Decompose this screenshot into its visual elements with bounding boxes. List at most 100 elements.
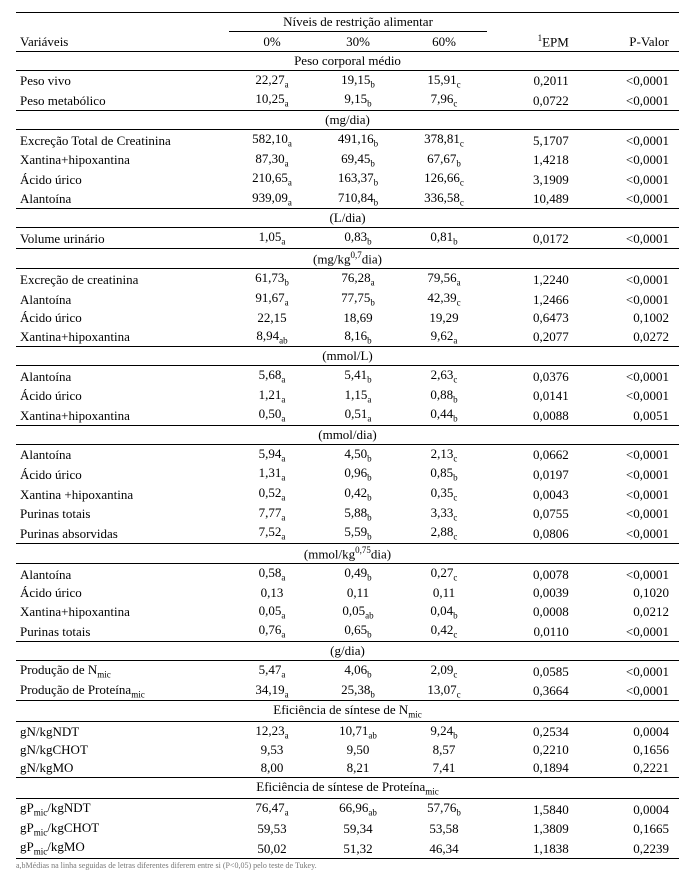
cell: 69,45b: [315, 150, 401, 170]
cell: 1,5840: [487, 798, 587, 818]
cell: 0,0662: [487, 444, 587, 464]
cell: 2,88c: [401, 523, 487, 543]
cell: 1,2466: [487, 289, 587, 309]
cell: 0,0039: [487, 584, 587, 602]
cell: Xantina+hipoxantina: [16, 150, 229, 170]
cell: 126,66c: [401, 169, 487, 189]
cell: 8,21: [315, 759, 401, 778]
cell: 0,76a: [229, 621, 315, 641]
cell: 0,44b: [401, 405, 487, 425]
cell: 1,1838: [487, 838, 587, 858]
cell: 0,2077: [487, 327, 587, 347]
cell: 0,2221: [587, 759, 679, 778]
cell: 0,05ab: [315, 602, 401, 622]
cell: 0,65b: [315, 621, 401, 641]
table-row: Purinas totais0,76a0,65b0,42c0,0110<0,00…: [16, 621, 679, 641]
cell: <0,0001: [587, 228, 679, 249]
cell: <0,0001: [587, 523, 679, 543]
cell: Ácido úrico: [16, 309, 229, 327]
cell: <0,0001: [587, 484, 679, 504]
cell: <0,0001: [587, 150, 679, 170]
cell: Ácido úrico: [16, 464, 229, 484]
cell: 4,06b: [315, 660, 401, 680]
section-header: Peso corporal médio: [16, 51, 679, 70]
cell: Alantoína: [16, 189, 229, 209]
cell: 51,32: [315, 838, 401, 858]
cell: 1,3809: [487, 819, 587, 839]
col-epm: 1EPM: [487, 32, 587, 52]
header-row-2: Variáveis 0% 30% 60% 1EPM P-Valor: [16, 32, 679, 52]
cell: 0,0212: [587, 602, 679, 622]
table-row: Alantoína91,67a77,75b42,39c1,2466<0,0001: [16, 289, 679, 309]
table-row: Xantina+hipoxantina0,50a0,51a0,44b0,0088…: [16, 405, 679, 425]
cell: 0,81b: [401, 228, 487, 249]
cell: 10,489: [487, 189, 587, 209]
table-row: Ácido úrico22,1518,6919,290,64730,1002: [16, 309, 679, 327]
cell: Purinas absorvidas: [16, 523, 229, 543]
table-row: Ácido úrico1,31a0,96b0,85b0,0197<0,0001: [16, 464, 679, 484]
table-row: Alantoína5,68a5,41b2,63c0,0376<0,0001: [16, 366, 679, 386]
cell: 0,0585: [487, 660, 587, 680]
cell: 0,2534: [487, 721, 587, 741]
header-row-1: Níveis de restrição alimentar: [16, 13, 679, 32]
cell: Produção de Proteínamic: [16, 681, 229, 701]
cell: <0,0001: [587, 70, 679, 90]
cell: 0,0141: [487, 386, 587, 406]
cell: 0,1020: [587, 584, 679, 602]
cell: 0,1894: [487, 759, 587, 778]
table-row: gN/kgMO8,008,217,410,18940,2221: [16, 759, 679, 778]
table-row: Alantoína939,09a710,84b336,58c10,489<0,0…: [16, 189, 679, 209]
cell: Peso vivo: [16, 70, 229, 90]
cell: 210,65a: [229, 169, 315, 189]
cell: gPmic/kgCHOT: [16, 819, 229, 839]
cell: Peso metabólico: [16, 90, 229, 110]
table-row: Excreção Total de Creatinina582,10a491,1…: [16, 130, 679, 150]
cell: 0,0004: [587, 721, 679, 741]
cell: 66,96ab: [315, 798, 401, 818]
cell: 3,33c: [401, 504, 487, 524]
cell: <0,0001: [587, 464, 679, 484]
cell: 0,50a: [229, 405, 315, 425]
section-header: (mmol/dia): [16, 425, 679, 444]
cell: 0,51a: [315, 405, 401, 425]
cell: 87,30a: [229, 150, 315, 170]
table-row: gN/kgNDT12,23a10,71ab9,24b0,25340,0004: [16, 721, 679, 741]
cell: 67,67b: [401, 150, 487, 170]
cell: 0,52a: [229, 484, 315, 504]
cell: <0,0001: [587, 189, 679, 209]
cell: 0,0722: [487, 90, 587, 110]
data-table: Níveis de restrição alimentar Variáveis …: [16, 12, 679, 859]
cell: 0,35c: [401, 484, 487, 504]
cell: <0,0001: [587, 366, 679, 386]
cell: Xantina +hipoxantina: [16, 484, 229, 504]
cell: 2,09c: [401, 660, 487, 680]
cell: Xantina+hipoxantina: [16, 327, 229, 347]
section-header: (L/dia): [16, 209, 679, 228]
col-variaveis: Variáveis: [16, 32, 229, 52]
cell: 0,05a: [229, 602, 315, 622]
table-row: Purinas totais7,77a5,88b3,33c0,0755<0,00…: [16, 504, 679, 524]
cell: 2,63c: [401, 366, 487, 386]
cell: 0,1656: [587, 741, 679, 759]
cell: 76,28a: [315, 269, 401, 289]
cell: 8,94ab: [229, 327, 315, 347]
cell: 8,57: [401, 741, 487, 759]
cell: 53,58: [401, 819, 487, 839]
cell: 0,0272: [587, 327, 679, 347]
cell: Xantina+hipoxantina: [16, 602, 229, 622]
table-row: Produção de Nmic5,47a4,06b2,09c0,0585<0,…: [16, 660, 679, 680]
cell: 0,85b: [401, 464, 487, 484]
table-row: Produção de Proteínamic34,19a25,38b13,07…: [16, 681, 679, 701]
cell: 3,1909: [487, 169, 587, 189]
cell: 0,88b: [401, 386, 487, 406]
footnote: a,bMédias na linha seguidas de letras di…: [16, 861, 679, 870]
cell: <0,0001: [587, 444, 679, 464]
cell: 0,0110: [487, 621, 587, 641]
cell: gPmic/kgMO: [16, 838, 229, 858]
table-row: Xantina+hipoxantina8,94ab8,16b9,62a0,207…: [16, 327, 679, 347]
cell: Purinas totais: [16, 504, 229, 524]
cell: 15,91c: [401, 70, 487, 90]
cell: 163,37b: [315, 169, 401, 189]
cell: Ácido úrico: [16, 584, 229, 602]
cell: 91,67a: [229, 289, 315, 309]
